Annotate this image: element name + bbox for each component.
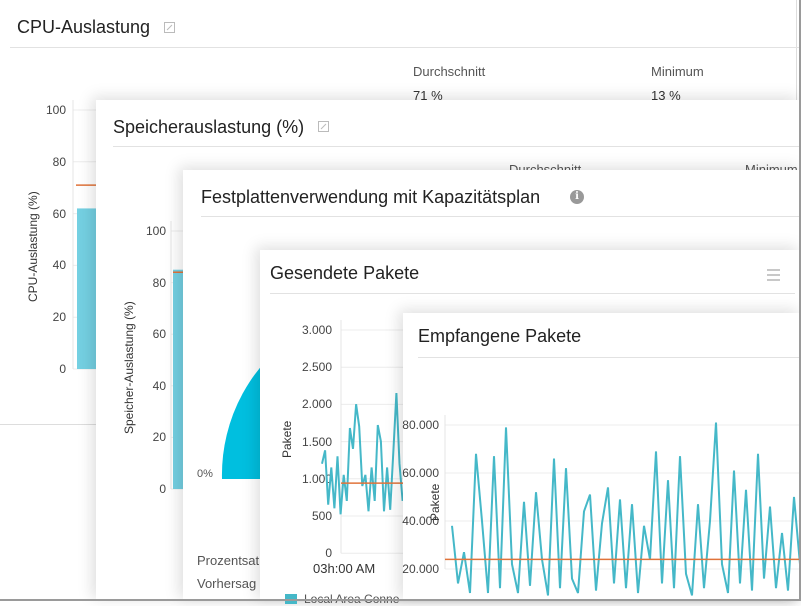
- divider: [201, 216, 801, 217]
- y-tick-label: 1.500: [301, 434, 332, 449]
- info-icon[interactable]: i: [570, 190, 584, 204]
- y-tick-label: 0: [159, 482, 166, 496]
- received-chart: [444, 415, 801, 596]
- divider: [270, 293, 795, 294]
- external-link-icon[interactable]: [164, 22, 175, 33]
- external-link-icon[interactable]: [318, 121, 329, 132]
- disk-row-label: Prozentsat: [197, 553, 260, 568]
- divider: [418, 357, 801, 358]
- disk-row-label: Vorhersag: [197, 576, 257, 591]
- y-tick-label: 1.000: [301, 471, 332, 486]
- received-title: Empfangene Pakete: [418, 326, 582, 346]
- series-line: [451, 422, 801, 596]
- y-tick-label: 40: [152, 378, 166, 393]
- hamburger-icon[interactable]: [767, 269, 780, 284]
- y-tick-label: 60.000: [402, 466, 439, 480]
- divider: [10, 47, 801, 48]
- y-tick-label: 80: [152, 275, 166, 290]
- y-tick-label: 0: [325, 546, 332, 561]
- y-tick-label: 60: [52, 206, 66, 221]
- y-tick-label: 2.500: [301, 360, 332, 375]
- cpu-title: CPU-Auslastung: [17, 17, 151, 37]
- stat-value-average: 71 %: [413, 88, 443, 103]
- x-tick-label: 03h:00 AM: [313, 561, 376, 576]
- y-tick-label: 20: [152, 430, 166, 445]
- stat-label-average: Durchschnitt: [413, 64, 486, 79]
- divider: [113, 146, 801, 147]
- y-tick-label: 500: [311, 509, 332, 523]
- y-tick-label: 20.000: [402, 562, 439, 576]
- y-tick-label: 100: [45, 103, 66, 117]
- y-tick-label: 40: [52, 258, 66, 273]
- sent-title: Gesendete Pakete: [270, 263, 420, 283]
- y-tick-label: 20: [52, 310, 66, 325]
- y-tick-label: 0: [59, 362, 66, 376]
- y-tick-label: 2.000: [301, 397, 332, 412]
- y-tick-label: 40.000: [402, 514, 439, 528]
- y-tick-label: 80: [52, 154, 66, 169]
- memory-title: Speicherauslastung (%): [113, 117, 305, 137]
- stat-label-minimum: Minimum: [651, 64, 704, 79]
- series-line: [321, 392, 404, 515]
- y-tick-label: 100: [145, 224, 166, 238]
- disk-title: Festplattenverwendung mit Kapazitätsplan: [201, 187, 541, 207]
- y-tick-label: 3.000: [301, 323, 332, 337]
- y-tick-label: 80.000: [402, 418, 439, 432]
- stat-value-minimum: 13 %: [651, 88, 681, 103]
- received-packets-card: Empfangene Pakete Pakete 80.000 60.000 40.…: [402, 313, 801, 601]
- y-tick-label: 60: [152, 327, 166, 342]
- gauge-min-label: 0%: [197, 468, 213, 480]
